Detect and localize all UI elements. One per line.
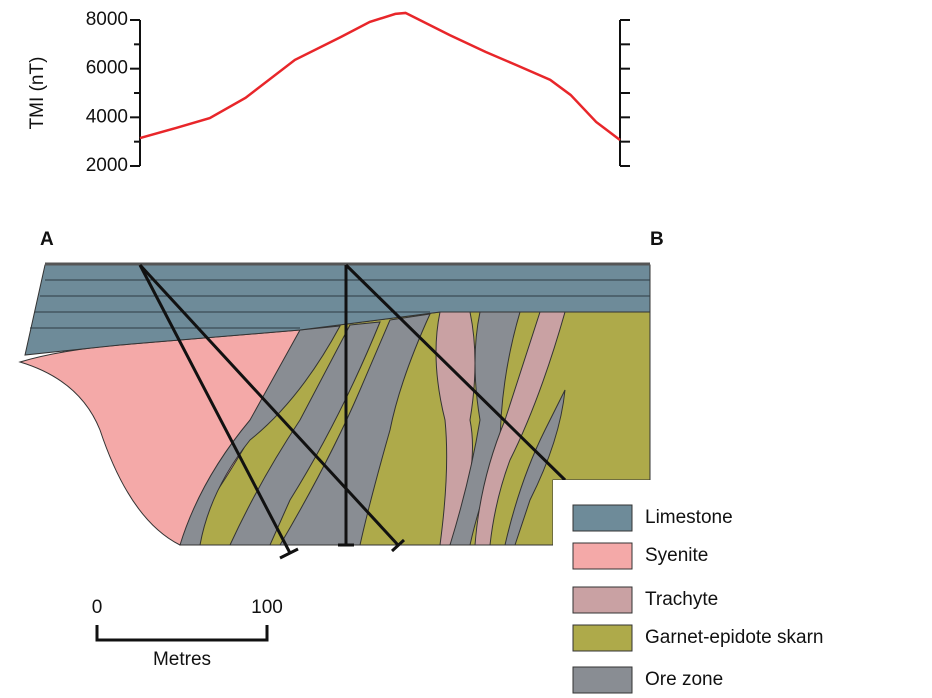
legend-swatch bbox=[573, 625, 632, 651]
y-tick-label: 8000 bbox=[86, 9, 128, 30]
section-end-label: B bbox=[650, 229, 664, 250]
legend-swatch bbox=[573, 587, 632, 613]
y-tick-label: 6000 bbox=[86, 58, 128, 79]
legend-label: Limestone bbox=[645, 507, 733, 528]
tmi-line bbox=[140, 13, 620, 140]
legend-label: Trachyte bbox=[645, 589, 718, 610]
y-axis-label: TMI (nT) bbox=[27, 57, 48, 130]
tmi-chart: TMI (nT) 2000 4000 6000 8000 bbox=[27, 9, 630, 176]
legend-swatch bbox=[573, 543, 632, 569]
y-tick-label: 4000 bbox=[86, 106, 128, 127]
scale-bar bbox=[97, 625, 267, 640]
figure: TMI (nT) 2000 4000 6000 8000 A B 0 100 bbox=[0, 0, 932, 698]
legend-swatch bbox=[573, 505, 632, 531]
legend-swatch bbox=[573, 667, 632, 693]
legend-label: Garnet-epidote skarn bbox=[645, 627, 824, 648]
scale-label: 0 bbox=[92, 597, 103, 618]
section-end-label: A bbox=[40, 229, 54, 250]
scale-unit: Metres bbox=[153, 649, 211, 670]
y-tick-label: 2000 bbox=[86, 155, 128, 176]
legend-label: Ore zone bbox=[645, 669, 723, 690]
legend-label: Syenite bbox=[645, 545, 708, 566]
scale-label: 100 bbox=[251, 597, 283, 618]
